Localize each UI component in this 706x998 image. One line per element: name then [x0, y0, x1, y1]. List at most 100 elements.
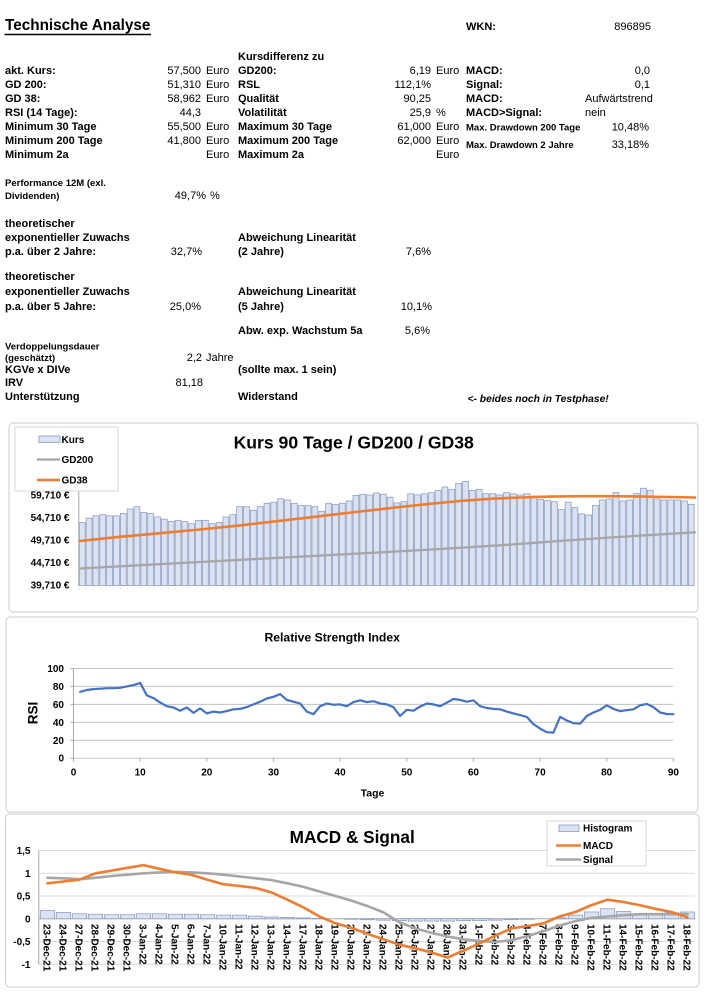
svg-text:Jahre: Jahre: [206, 352, 234, 364]
svg-text:10-Jan-22: 10-Jan-22: [217, 924, 228, 971]
svg-text:MACD & Signal: MACD & Signal: [290, 827, 415, 847]
svg-text:Abweichung Linearität: Abweichung Linearität: [238, 232, 356, 244]
svg-text:Kurs 90 Tage / GD200 / GD38: Kurs 90 Tage / GD200 / GD38: [234, 433, 474, 453]
svg-text:24-Jan-22: 24-Jan-22: [377, 924, 388, 971]
svg-text:54,710 €: 54,710 €: [31, 513, 70, 524]
svg-text:14-Feb-22: 14-Feb-22: [617, 924, 628, 971]
svg-text:Kurs: Kurs: [62, 435, 85, 446]
svg-text:7-Feb-22: 7-Feb-22: [537, 924, 548, 966]
svg-text:17-Feb-22: 17-Feb-22: [665, 924, 676, 971]
svg-text:Euro: Euro: [206, 135, 229, 147]
svg-text:exponentieller Zuwachs: exponentieller Zuwachs: [5, 286, 130, 298]
svg-text:Verdoppelungsdauer: Verdoppelungsdauer: [5, 342, 100, 353]
svg-text:25-Jan-22: 25-Jan-22: [393, 924, 404, 971]
svg-text:Maximum 200 Tage: Maximum 200 Tage: [238, 135, 338, 147]
svg-text:GD200:: GD200:: [238, 65, 277, 77]
svg-text:Abweichung Linearität: Abweichung Linearität: [238, 286, 356, 298]
svg-text:25,0%: 25,0%: [170, 301, 201, 313]
svg-text:24-Dec-21: 24-Dec-21: [57, 924, 68, 972]
svg-text:11-Jan-22: 11-Jan-22: [233, 924, 244, 970]
svg-text:(5 Jahre): (5 Jahre): [238, 301, 284, 313]
svg-text:59,710 €: 59,710 €: [31, 490, 70, 501]
svg-text:Maximum 30 Tage: Maximum 30 Tage: [238, 121, 332, 133]
svg-text:27-Dec-21: 27-Dec-21: [73, 924, 84, 972]
svg-text:5,6%: 5,6%: [405, 325, 430, 337]
svg-text:theoretischer: theoretischer: [5, 218, 75, 230]
svg-text:Abw. exp. Wachstum 5a: Abw. exp. Wachstum 5a: [238, 325, 363, 337]
svg-text:4-Feb-22: 4-Feb-22: [521, 924, 532, 966]
svg-text:25,9: 25,9: [410, 107, 431, 119]
svg-text:16-Feb-22: 16-Feb-22: [649, 924, 660, 971]
svg-text:10,1%: 10,1%: [401, 301, 432, 313]
svg-text:Kursdifferenz zu: Kursdifferenz zu: [238, 51, 324, 63]
svg-text:2-Feb-22: 2-Feb-22: [489, 924, 500, 966]
svg-text:49,7%: 49,7%: [175, 190, 206, 202]
svg-text:7,6%: 7,6%: [406, 246, 431, 258]
svg-text:Euro: Euro: [206, 149, 229, 161]
svg-text:90: 90: [668, 768, 680, 779]
svg-text:0,1: 0,1: [635, 79, 650, 91]
svg-text:MACD: MACD: [583, 841, 613, 852]
svg-text:81,18: 81,18: [175, 377, 203, 389]
svg-text:18-Feb-22: 18-Feb-22: [681, 924, 692, 971]
svg-text:Widerstand: Widerstand: [238, 391, 298, 403]
svg-text:0: 0: [58, 754, 64, 765]
svg-text:-0,5: -0,5: [13, 937, 31, 948]
svg-text:p.a. über 2 Jahre:: p.a. über 2 Jahre:: [5, 246, 96, 258]
svg-text:Euro: Euro: [436, 121, 459, 133]
svg-text:40: 40: [53, 718, 65, 729]
svg-text:%: %: [436, 107, 446, 119]
svg-text:Minimum 30 Tage: Minimum 30 Tage: [5, 121, 96, 133]
svg-text:2,2: 2,2: [187, 352, 202, 364]
svg-text:3-Feb-22: 3-Feb-22: [505, 924, 516, 966]
svg-text:0,5: 0,5: [17, 892, 31, 903]
svg-text:10-Feb-22: 10-Feb-22: [585, 924, 596, 971]
svg-text:27-Jan-22: 27-Jan-22: [425, 924, 436, 971]
svg-text:0,0: 0,0: [635, 65, 650, 77]
svg-text:28-Dec-21: 28-Dec-21: [89, 924, 100, 972]
svg-text:(2 Jahre): (2 Jahre): [238, 246, 284, 258]
svg-text:Minimum 2a: Minimum 2a: [5, 149, 69, 161]
svg-text:60: 60: [468, 768, 480, 779]
svg-text:29-Dec-21: 29-Dec-21: [105, 924, 116, 972]
svg-text:10: 10: [135, 768, 147, 779]
svg-text:7-Jan-22: 7-Jan-22: [201, 924, 212, 965]
svg-text:62,000: 62,000: [397, 135, 431, 147]
svg-text:exponentieller Zuwachs: exponentieller Zuwachs: [5, 232, 130, 244]
svg-text:Euro: Euro: [206, 121, 229, 133]
svg-text:Minimum 200 Tage: Minimum 200 Tage: [5, 135, 103, 147]
svg-text:70: 70: [535, 768, 547, 779]
svg-text:Max. Drawdown 2 Jahre: Max. Drawdown 2 Jahre: [466, 140, 574, 151]
svg-text:Volatilität: Volatilität: [238, 107, 287, 119]
svg-text:Signal:: Signal:: [466, 79, 503, 91]
svg-text:17-Jan-22: 17-Jan-22: [297, 924, 308, 971]
svg-text:MACD>Signal:: MACD>Signal:: [466, 107, 542, 119]
svg-text:20-Jan-22: 20-Jan-22: [345, 924, 356, 971]
svg-text:3-Jan-22: 3-Jan-22: [137, 924, 148, 965]
svg-text:RSI: RSI: [26, 702, 41, 725]
svg-text:Euro: Euro: [436, 65, 459, 77]
svg-text:RSL: RSL: [238, 79, 260, 91]
svg-text:10,48%: 10,48%: [612, 122, 650, 134]
svg-text:GD200: GD200: [62, 455, 94, 466]
svg-text:GD 200:: GD 200:: [5, 79, 47, 91]
svg-text:8-Feb-22: 8-Feb-22: [553, 924, 564, 966]
svg-text:WKN:: WKN:: [466, 21, 496, 33]
svg-text:-1: -1: [22, 960, 31, 971]
svg-text:44,3: 44,3: [180, 107, 201, 119]
svg-text:Euro: Euro: [206, 93, 229, 105]
svg-text:13-Jan-22: 13-Jan-22: [265, 924, 276, 971]
svg-text:51,310: 51,310: [167, 79, 201, 91]
svg-text:p.a. über 5 Jahre:: p.a. über 5 Jahre:: [5, 301, 96, 313]
svg-text:Maximum 2a: Maximum 2a: [238, 149, 305, 161]
svg-text:Aufwärtstrend: Aufwärtstrend: [585, 93, 653, 105]
svg-text:57,500: 57,500: [167, 65, 201, 77]
svg-text:Max. Drawdown 200 Tage: Max. Drawdown 200 Tage: [466, 123, 580, 134]
svg-text:0: 0: [25, 914, 31, 925]
svg-text:61,000: 61,000: [397, 121, 431, 133]
svg-text:23-Dec-21: 23-Dec-21: [41, 924, 52, 972]
svg-text:33,18%: 33,18%: [612, 139, 650, 151]
svg-text:Performance 12M (exl.: Performance 12M (exl.: [5, 178, 106, 189]
svg-text:18-Jan-22: 18-Jan-22: [313, 924, 324, 971]
svg-text:30: 30: [268, 768, 280, 779]
